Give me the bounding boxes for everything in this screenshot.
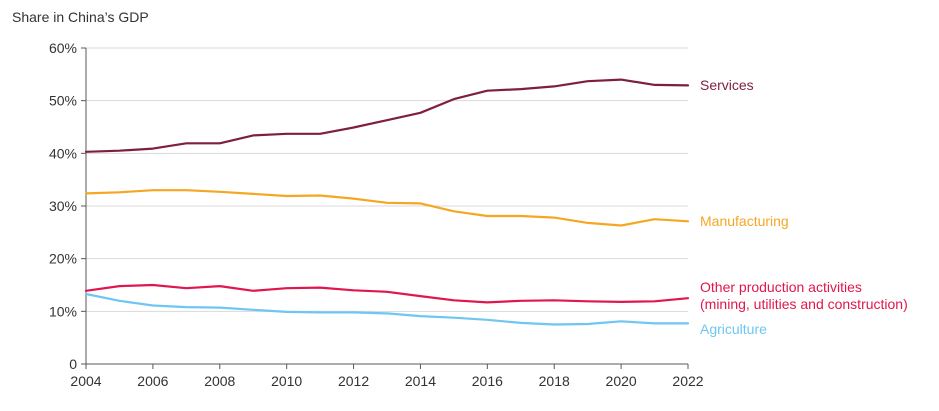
series-line-manufacturing (84, 189, 690, 227)
x-tick-label: 2020 (606, 373, 637, 389)
x-tick-label: 2016 (472, 373, 503, 389)
y-tick-label: 0 (69, 356, 77, 372)
x-tick-label: 2012 (338, 373, 369, 389)
x-tick-label: 2006 (137, 373, 168, 389)
series-labels: Services Manufacturing Other production ac… (700, 77, 908, 337)
x-tick-labels: 2004 2006 2008 2010 2012 2014 2016 2018 2020 2022 (70, 364, 704, 389)
series-line-other (84, 283, 690, 304)
y-tick-label: 50% (49, 93, 77, 109)
y-tick-label: 10% (49, 303, 77, 319)
series-label-services: Services (700, 77, 754, 93)
x-tick-label: 2008 (204, 373, 235, 389)
series-line-agriculture (84, 292, 690, 326)
y-axis-title: Share in China’s GDP (12, 9, 149, 25)
x-tick-label: 2004 (70, 373, 101, 389)
y-tick-labels: 0 10% 20% 30% 40% 50% 60% (49, 40, 86, 372)
y-tick-label: 20% (49, 251, 77, 267)
x-tick-label: 2022 (672, 373, 703, 389)
y-tick-label: 60% (49, 40, 77, 56)
series-lines (84, 78, 690, 326)
y-tick-label: 40% (49, 145, 77, 161)
x-tick-label: 2010 (271, 373, 302, 389)
x-tick-label: 2018 (539, 373, 570, 389)
y-tick-label: 30% (49, 198, 77, 214)
series-label-agriculture: Agriculture (700, 321, 767, 337)
series-label-other: Other production activities (700, 279, 862, 295)
gridlines (86, 47, 688, 312)
x-tick-label: 2014 (405, 373, 436, 389)
series-line-services (84, 78, 690, 153)
series-label-other: (mining, utilities and construction) (700, 296, 908, 312)
series-label-manufacturing: Manufacturing (700, 213, 789, 229)
